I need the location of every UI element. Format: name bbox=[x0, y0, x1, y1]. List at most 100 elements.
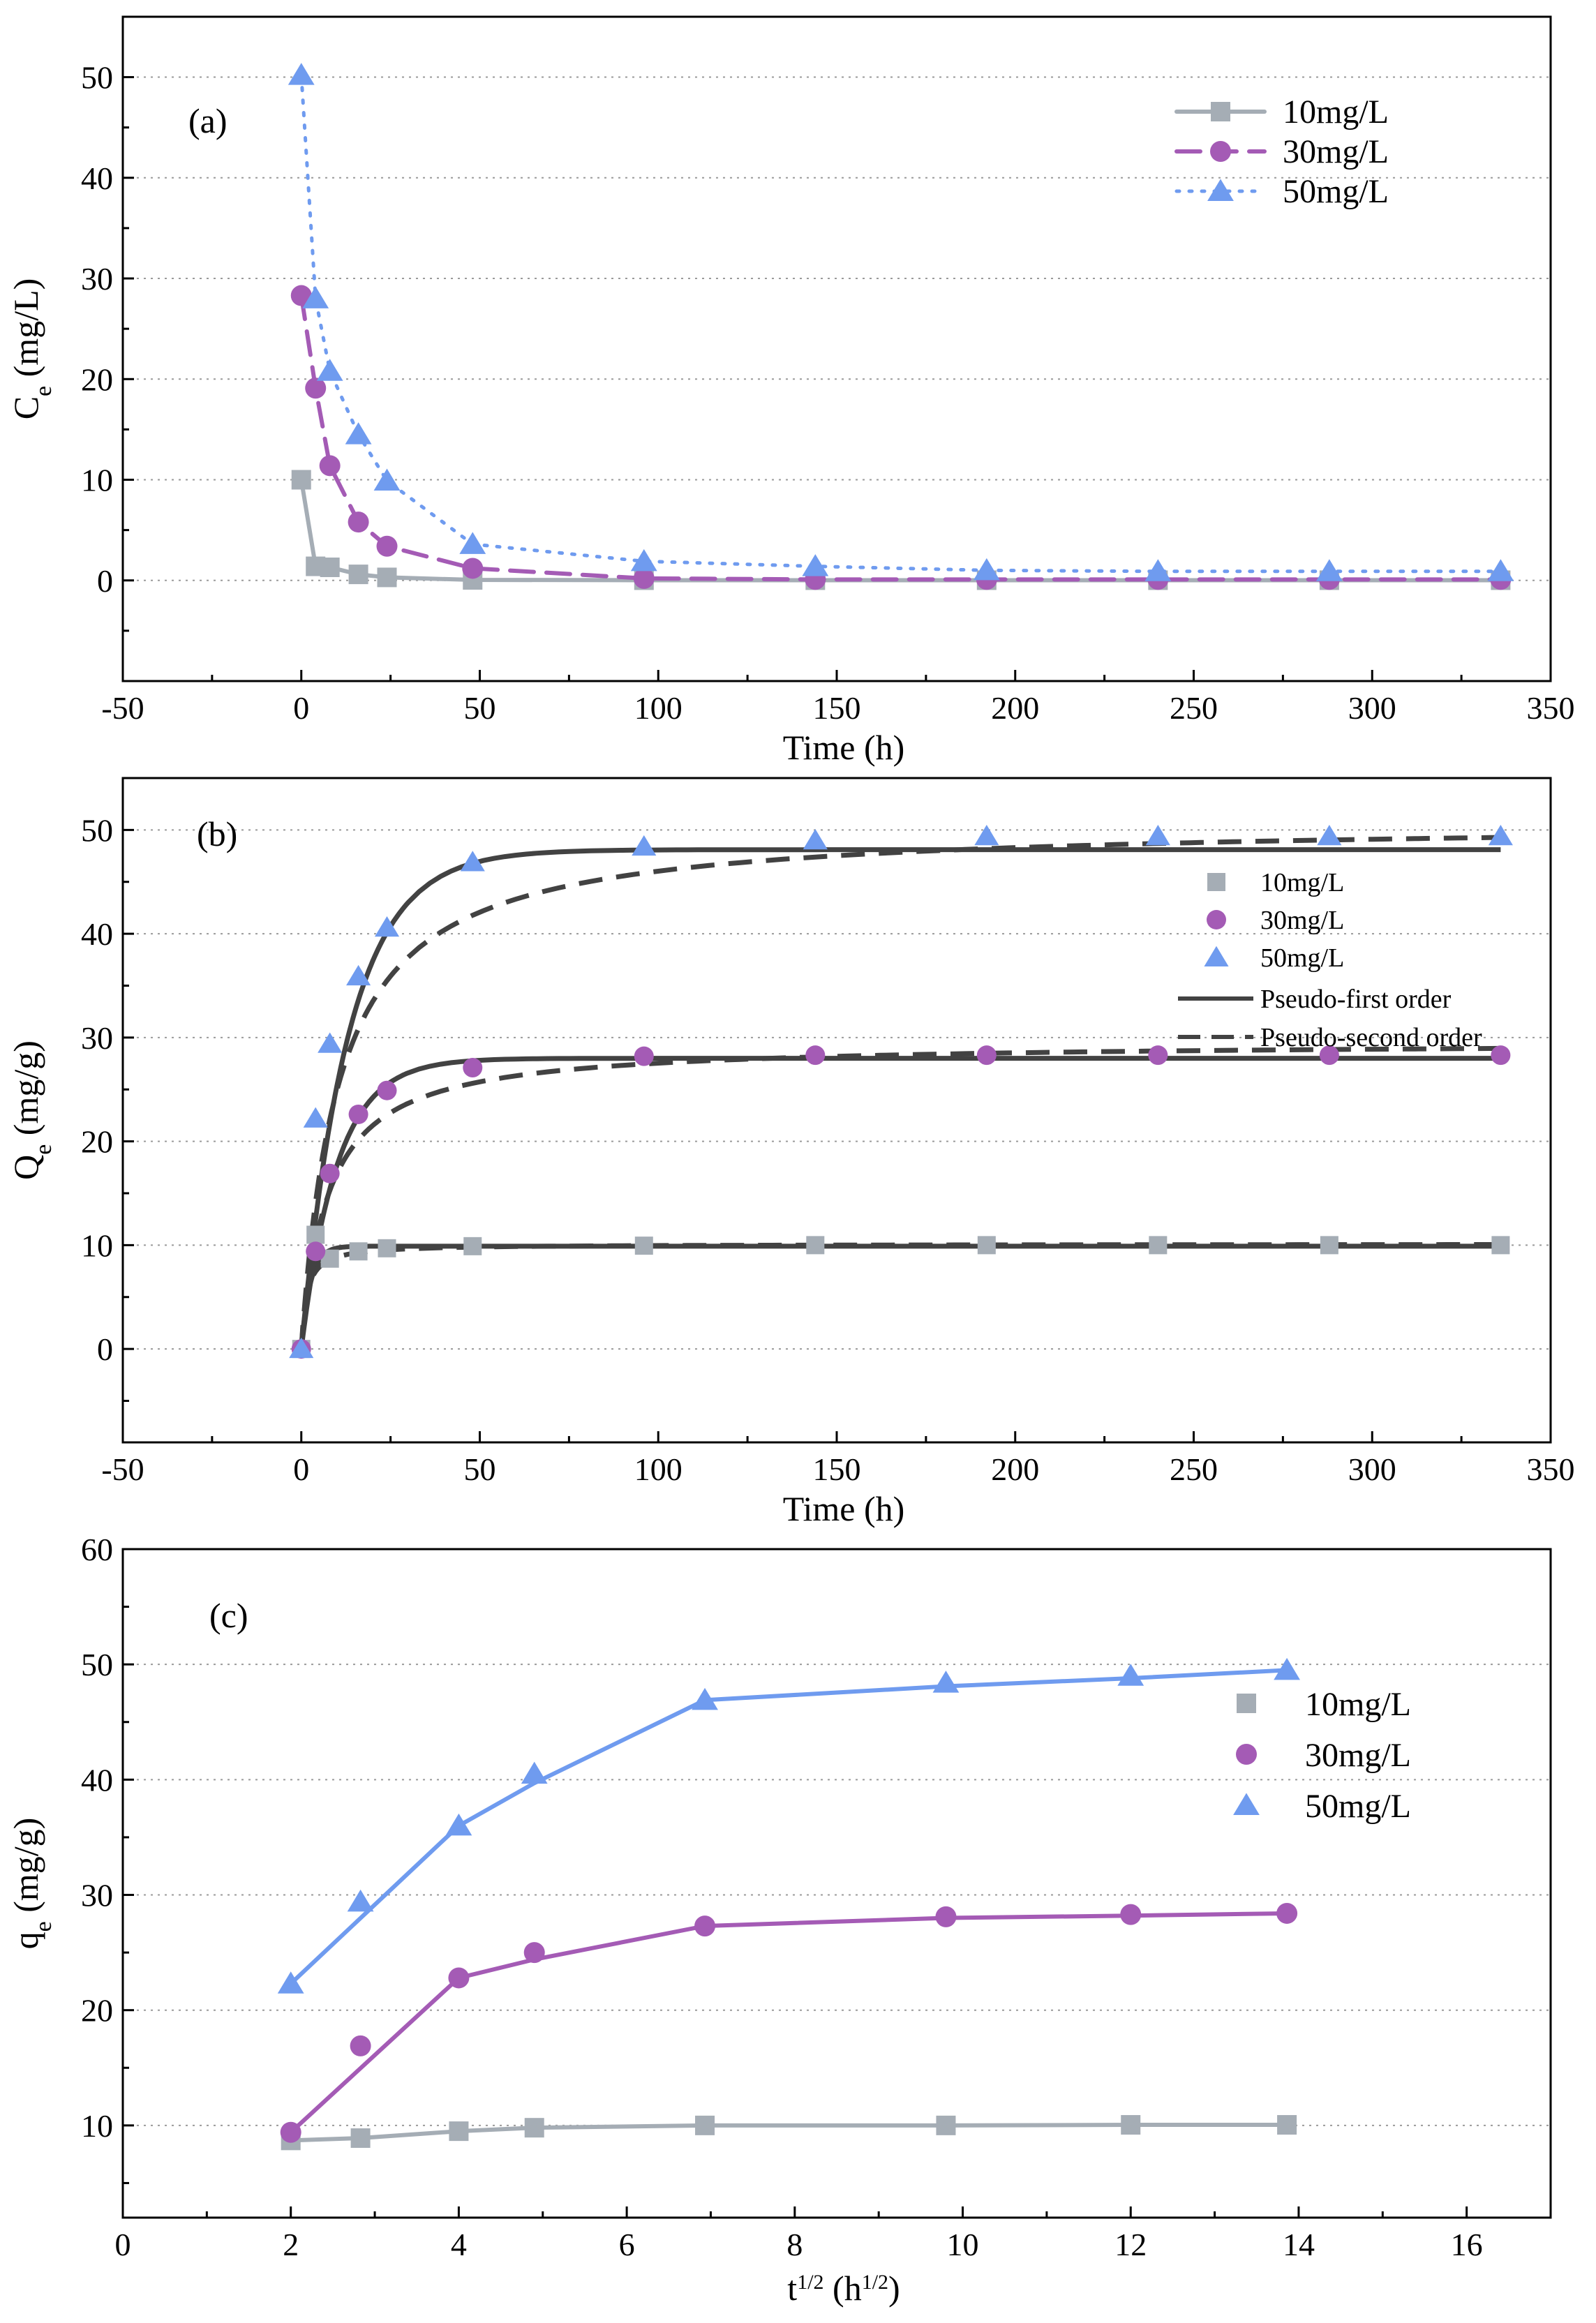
fit-curve-Pseudo-second order bbox=[299, 835, 1501, 1350]
y-tick-label: 60 bbox=[81, 1532, 113, 1567]
panel-label: (a) bbox=[188, 101, 228, 140]
y-tick-label: 40 bbox=[81, 160, 113, 196]
data-point-10mg/L bbox=[524, 2118, 544, 2138]
legend-marker bbox=[1204, 946, 1229, 966]
data-point-50mg/L bbox=[521, 1761, 548, 1784]
data-point-50mg/L bbox=[802, 554, 829, 576]
y-tick-label: 30 bbox=[81, 1020, 113, 1056]
data-point-50mg/L bbox=[1117, 1664, 1144, 1686]
x-tick-label: -50 bbox=[101, 1451, 144, 1487]
x-tick-label: 16 bbox=[1451, 2227, 1483, 2262]
legend-marker bbox=[1210, 141, 1231, 162]
fit-line-50mg/L bbox=[289, 1668, 1288, 1985]
data-point-50mg/L bbox=[1488, 825, 1513, 846]
data-point-50mg/L bbox=[1487, 559, 1514, 581]
legend-label: 30mg/L bbox=[1305, 1737, 1411, 1774]
data-point-30mg/L bbox=[694, 1915, 716, 1937]
y-axis-title: Ce (mg/L) bbox=[6, 278, 57, 420]
legend-label: 10mg/L bbox=[1260, 868, 1344, 897]
data-point-30mg/L bbox=[350, 2035, 371, 2056]
x-tick-label: 200 bbox=[991, 1451, 1039, 1487]
data-point-10mg/L bbox=[1320, 1236, 1338, 1255]
legend-label: 50mg/L bbox=[1260, 943, 1344, 973]
data-point-10mg/L bbox=[320, 558, 340, 578]
data-point-30mg/L bbox=[448, 1967, 470, 1989]
data-point-30mg/L bbox=[348, 1104, 368, 1124]
fit-curve-Pseudo-first order bbox=[299, 1243, 1501, 1350]
x-tick-label: 100 bbox=[634, 690, 683, 726]
data-point-50mg/L bbox=[1315, 559, 1343, 581]
legend-marker bbox=[1211, 102, 1230, 121]
data-point-30mg/L bbox=[320, 1163, 340, 1183]
legend-marker bbox=[1207, 179, 1234, 201]
data-point-50mg/L bbox=[1274, 1657, 1300, 1680]
data-point-30mg/L bbox=[935, 1906, 957, 1927]
data-point-10mg/L bbox=[378, 1239, 396, 1257]
data-point-30mg/L bbox=[633, 567, 655, 589]
data-point-50mg/L bbox=[373, 468, 401, 491]
x-tick-label: 100 bbox=[634, 1451, 683, 1487]
legend-marker bbox=[1233, 1793, 1260, 1815]
data-point-50mg/L bbox=[316, 359, 343, 381]
x-tick-label: 150 bbox=[813, 690, 861, 726]
data-point-30mg/L bbox=[1276, 1902, 1298, 1924]
data-point-10mg/L bbox=[936, 2115, 956, 2135]
data-point-30mg/L bbox=[290, 285, 312, 306]
x-tick-label: 4 bbox=[451, 2227, 467, 2262]
data-point-10mg/L bbox=[1491, 1236, 1510, 1255]
x-tick-label: 200 bbox=[991, 690, 1039, 726]
x-tick-label: 0 bbox=[293, 1451, 309, 1487]
x-axis-title: Time (h) bbox=[783, 1489, 905, 1528]
data-point-50mg/L bbox=[1145, 825, 1170, 846]
data-point-50mg/L bbox=[318, 1032, 343, 1053]
data-point-30mg/L bbox=[462, 558, 484, 579]
data-point-30mg/L bbox=[1148, 1045, 1168, 1066]
y-tick-label: 50 bbox=[81, 1647, 113, 1682]
panel-a: -50 0 50 100 150 200 250 300 350 0 10 20 30 40 50 Ce (m… bbox=[6, 15, 1575, 767]
data-point-50mg/L bbox=[1317, 825, 1342, 846]
panel-b: -50 0 50 100 150 200 250 300 350 0 10 20 30 40 50 Qe (m… bbox=[6, 777, 1575, 1528]
data-point-10mg/L bbox=[1277, 2115, 1297, 2135]
x-tick-label: 12 bbox=[1114, 2227, 1147, 2262]
y-tick-label: 30 bbox=[81, 1878, 113, 1913]
data-point-50mg/L bbox=[302, 286, 329, 308]
panel-c: 0 2 4 6 8 10 12 14 16 10 20 30 40 50 60 qe (mg/g) t1/2 (… bbox=[6, 1532, 1552, 2308]
data-point-30mg/L bbox=[1120, 1904, 1142, 1925]
data-point-50mg/L bbox=[692, 1687, 718, 1710]
x-tick-label: 6 bbox=[619, 2227, 635, 2262]
data-point-30mg/L bbox=[305, 378, 327, 399]
x-tick-label: 250 bbox=[1170, 1451, 1218, 1487]
data-point-10mg/L bbox=[350, 2128, 371, 2149]
data-point-50mg/L bbox=[288, 63, 315, 85]
data-point-50mg/L bbox=[345, 422, 372, 445]
y-tick-label: 40 bbox=[81, 1762, 113, 1798]
x-tick-label: 0 bbox=[115, 2227, 131, 2262]
data-point-10mg/L bbox=[306, 1225, 325, 1244]
x-tick-label: 50 bbox=[464, 1451, 496, 1487]
legend: 10mg/L 30mg/L 50mg/L Pseudo-first order Pseu… bbox=[1178, 868, 1482, 1052]
data-point-10mg/L bbox=[463, 1237, 482, 1255]
data-point-30mg/L bbox=[1319, 1045, 1339, 1066]
y-tick-label: 10 bbox=[81, 2108, 113, 2144]
y-tick-label: 40 bbox=[81, 916, 113, 952]
y-tick-label: 0 bbox=[97, 563, 113, 599]
data-point-50mg/L bbox=[1144, 559, 1172, 581]
x-tick-label: 300 bbox=[1348, 1451, 1396, 1487]
legend-label: 30mg/L bbox=[1260, 906, 1344, 935]
data-point-50mg/L bbox=[630, 548, 657, 572]
data-point-10mg/L bbox=[695, 2115, 715, 2135]
data-point-30mg/L bbox=[805, 1045, 826, 1066]
legend-label: 10mg/L bbox=[1305, 1686, 1411, 1723]
panel-label: (c) bbox=[209, 1596, 248, 1635]
series-line-50mg/L bbox=[299, 73, 1502, 574]
fit-curve-Pseudo-second order bbox=[299, 1045, 1501, 1350]
x-tick-label: 0 bbox=[293, 690, 309, 726]
data-point-50mg/L bbox=[803, 829, 828, 850]
data-point-30mg/L bbox=[1491, 1045, 1511, 1066]
y-axis-title: Qe (mg/g) bbox=[6, 1040, 57, 1180]
x-tick-label: 50 bbox=[464, 690, 496, 726]
y-tick-label: 10 bbox=[81, 1227, 113, 1263]
